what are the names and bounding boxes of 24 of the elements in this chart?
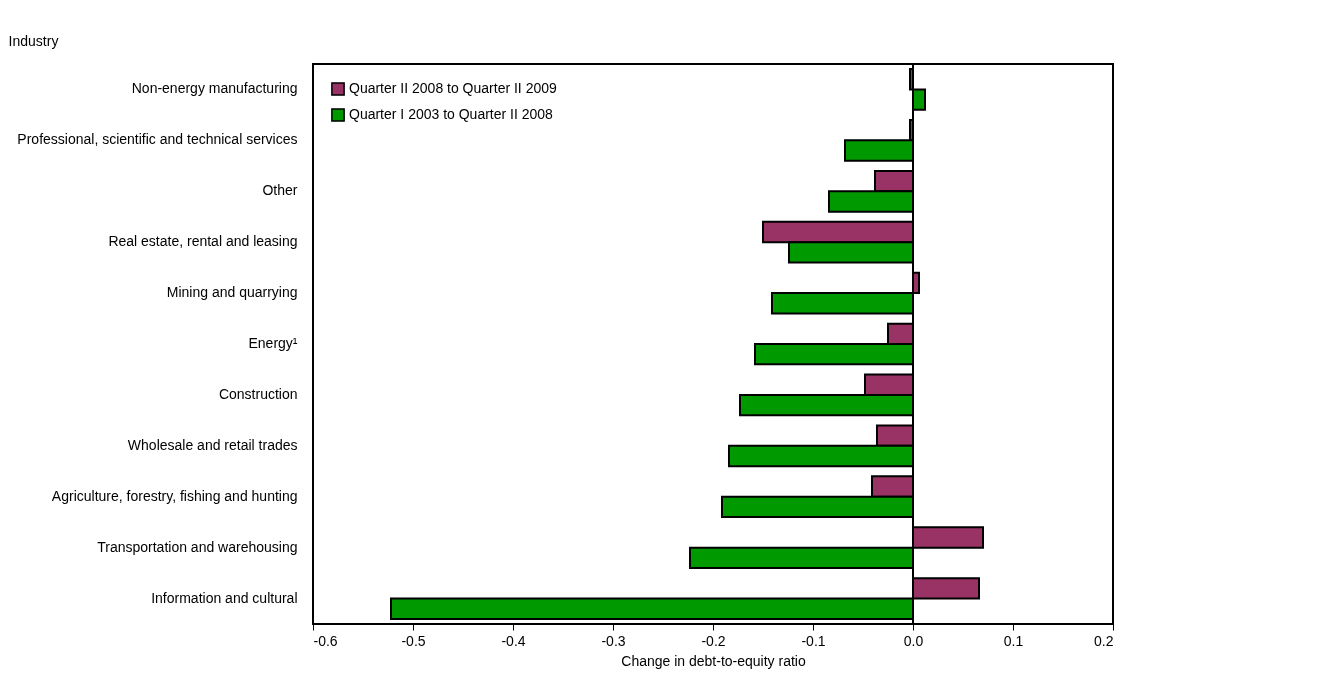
x-tick-label: -0.6 <box>313 632 338 649</box>
x-tick-label: -0.5 <box>401 632 426 649</box>
x-tick-label: -0.2 <box>701 632 726 649</box>
y-tick-label: Construction <box>218 385 298 402</box>
x-tick-label: -0.3 <box>601 632 626 649</box>
y-tick-label: Non-energy manufacturing <box>131 80 298 97</box>
y-tick-label: Energy¹ <box>248 335 298 351</box>
x-axis-title: Change in debt-to-equity ratio <box>621 652 806 669</box>
y-tick-label: Professional, scientific and technical services <box>17 131 298 148</box>
x-tick-label: 0.2 <box>1094 632 1114 649</box>
x-tick-label: -0.1 <box>801 632 826 649</box>
y-tick-label: Real estate, rental and leasing <box>108 233 298 250</box>
y-axis-title: Industry <box>8 32 59 49</box>
y-tick-label: Other <box>262 182 298 199</box>
x-tick-label: 0.0 <box>903 632 924 649</box>
y-tick-label: Mining and quarrying <box>166 284 298 301</box>
legend-label: Quarter II 2008 to Quarter II 2009 <box>349 80 557 96</box>
x-tick-label: -0.4 <box>501 632 526 649</box>
legend-label: Quarter I 2003 to Quarter II 2008 <box>349 106 554 122</box>
y-tick-label: Agriculture, forestry, fishing and hunting <box>51 487 298 504</box>
y-tick-label: Wholesale and retail trades <box>127 436 298 453</box>
y-tick-label: Transportation and warehousing <box>97 538 298 555</box>
y-tick-label: Information and cultural <box>151 589 298 606</box>
x-tick-label: 0.1 <box>1003 632 1024 649</box>
